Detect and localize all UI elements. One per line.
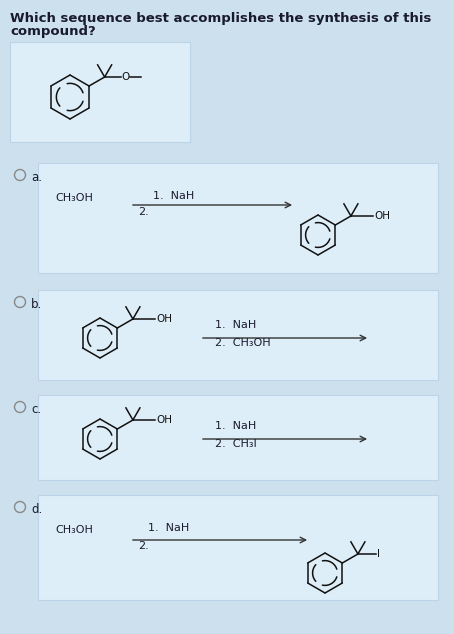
Text: OH: OH (374, 211, 390, 221)
Text: 2.  CH₃OH: 2. CH₃OH (215, 338, 271, 348)
Text: d.: d. (31, 503, 42, 516)
Text: b.: b. (31, 298, 42, 311)
Text: 1.  NaH: 1. NaH (215, 320, 256, 330)
Text: OH: OH (156, 415, 172, 425)
Text: 2.  CH₃I: 2. CH₃I (215, 439, 257, 449)
Text: CH₃OH: CH₃OH (55, 525, 93, 535)
Text: OH: OH (156, 314, 172, 324)
Text: a.: a. (31, 171, 42, 184)
Text: c.: c. (31, 403, 41, 416)
Text: 1.  NaH: 1. NaH (148, 523, 189, 533)
FancyBboxPatch shape (38, 495, 438, 600)
FancyBboxPatch shape (38, 163, 438, 273)
Text: O: O (122, 72, 130, 82)
Text: 1.  NaH: 1. NaH (215, 421, 256, 431)
Text: compound?: compound? (10, 25, 96, 38)
FancyBboxPatch shape (10, 42, 190, 142)
Text: 1.  NaH: 1. NaH (153, 191, 194, 201)
Text: I: I (377, 549, 380, 559)
FancyBboxPatch shape (38, 395, 438, 480)
Text: 2.: 2. (138, 541, 149, 551)
Text: CH₃OH: CH₃OH (55, 193, 93, 203)
Text: Which sequence best accomplishes the synthesis of this: Which sequence best accomplishes the syn… (10, 12, 431, 25)
FancyBboxPatch shape (38, 290, 438, 380)
Text: 2.: 2. (138, 207, 149, 217)
